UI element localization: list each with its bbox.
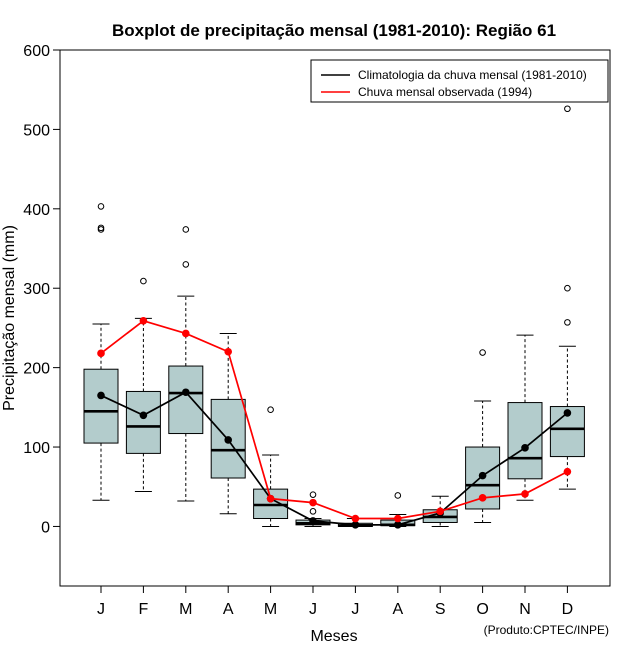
x-tick-label: A [392,601,403,618]
x-tick-label: F [139,601,149,618]
x-tick-label: M [179,601,192,618]
series-point [309,498,317,507]
box-iqr [507,402,543,480]
outlier-point [97,203,105,210]
y-axis-label: Precipitação mensal (mm) [1,225,18,411]
legend-box [310,59,609,103]
series-point [139,316,148,325]
series-point [563,409,572,417]
y-tick-label: 600 [23,43,50,60]
series-point [521,490,529,498]
series-point [521,444,529,452]
box-iqr [83,368,119,444]
outlier-point [309,491,317,498]
x-tick-label: M [264,601,277,618]
outlier-point [97,226,105,233]
x-tick-label: D [562,601,574,618]
series-point [97,349,105,358]
series-point [97,391,105,400]
box-iqr [125,390,161,454]
boxes [83,105,585,527]
series-point [182,329,190,338]
series-point [394,521,402,529]
series-point [182,388,190,397]
x-tick-label: N [519,601,531,618]
outlier-point [182,226,190,233]
box-2 [125,277,161,493]
x-tick-label: A [223,601,234,618]
series-point [224,347,232,356]
outlier-point [564,105,571,113]
outlier-point [564,284,571,292]
y-axis: 0 100 200 300 400 500 600 [23,43,60,536]
series-point [394,514,402,523]
box-4 [210,332,246,515]
chart-title: Boxplot de precipitação mensal (1981-201… [112,21,556,40]
y-tick-label: 500 [23,122,50,139]
y-tick-label: 300 [23,281,50,298]
series-point [351,521,360,529]
x-tick-label: O [476,601,488,618]
series-point [139,411,148,420]
x-tick-label: J [309,601,317,618]
y-tick-label: 100 [23,440,50,457]
box-5 [253,406,289,527]
outlier-point [140,277,147,285]
box-12 [549,105,585,490]
series-lines [97,316,572,529]
x-axis-label: Meses [310,628,357,645]
series-line [100,319,568,520]
series-point [224,436,232,444]
y-tick-label: 0 [41,519,50,536]
series-point [478,471,487,480]
plot-frame [59,49,611,587]
outlier-point [479,349,486,356]
legend-label-observed: Chuva mensal observada (1994) [358,85,532,99]
legend: Climatologia da chuva mensal (1981-2010)… [310,59,609,103]
y-tick-label: 400 [23,202,50,219]
box-iqr [168,365,204,435]
series-observed [97,316,572,523]
legend-label-climatology: Climatologia da chuva mensal (1981-2010) [358,68,587,82]
x-tick-label: S [435,601,446,618]
x-tick-label: J [351,601,359,618]
box-1 [83,203,119,501]
outlier-point [267,406,274,414]
outlier-point [182,261,190,268]
series-point [436,507,445,516]
series-point [478,494,487,502]
outlier-point [564,319,571,326]
box-3 [168,226,204,502]
series-line [100,391,568,526]
series-point [266,494,275,503]
credit-text: (Produto:CPTEC/INPE) [484,623,609,637]
y-tick-label: 200 [23,361,50,378]
series-point [309,517,317,525]
outlier-point [394,492,402,499]
x-tick-label: J [97,601,105,618]
series-point [563,467,572,476]
box-11 [507,334,543,501]
series-point [351,514,360,523]
outlier-point [309,508,317,515]
